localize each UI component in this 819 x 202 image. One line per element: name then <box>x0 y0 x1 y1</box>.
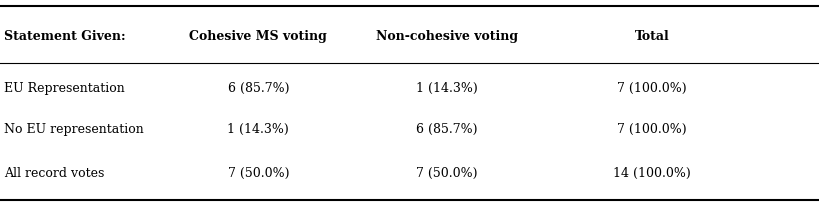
Text: 7 (100.0%): 7 (100.0%) <box>617 123 686 136</box>
Text: 6 (85.7%): 6 (85.7%) <box>227 82 288 95</box>
Text: Statement Given:: Statement Given: <box>4 30 125 43</box>
Text: 14 (100.0%): 14 (100.0%) <box>613 167 690 180</box>
Text: All record votes: All record votes <box>4 167 104 180</box>
Text: EU Representation: EU Representation <box>4 82 124 95</box>
Text: 6 (85.7%): 6 (85.7%) <box>416 123 477 136</box>
Text: 7 (50.0%): 7 (50.0%) <box>416 167 477 180</box>
Text: 1 (14.3%): 1 (14.3%) <box>227 123 289 136</box>
Text: 1 (14.3%): 1 (14.3%) <box>415 82 477 95</box>
Text: 7 (100.0%): 7 (100.0%) <box>617 82 686 95</box>
Text: 7 (50.0%): 7 (50.0%) <box>227 167 288 180</box>
Text: Non-cohesive voting: Non-cohesive voting <box>375 30 518 43</box>
Text: Total: Total <box>634 30 668 43</box>
Text: Cohesive MS voting: Cohesive MS voting <box>189 30 327 43</box>
Text: No EU representation: No EU representation <box>4 123 143 136</box>
